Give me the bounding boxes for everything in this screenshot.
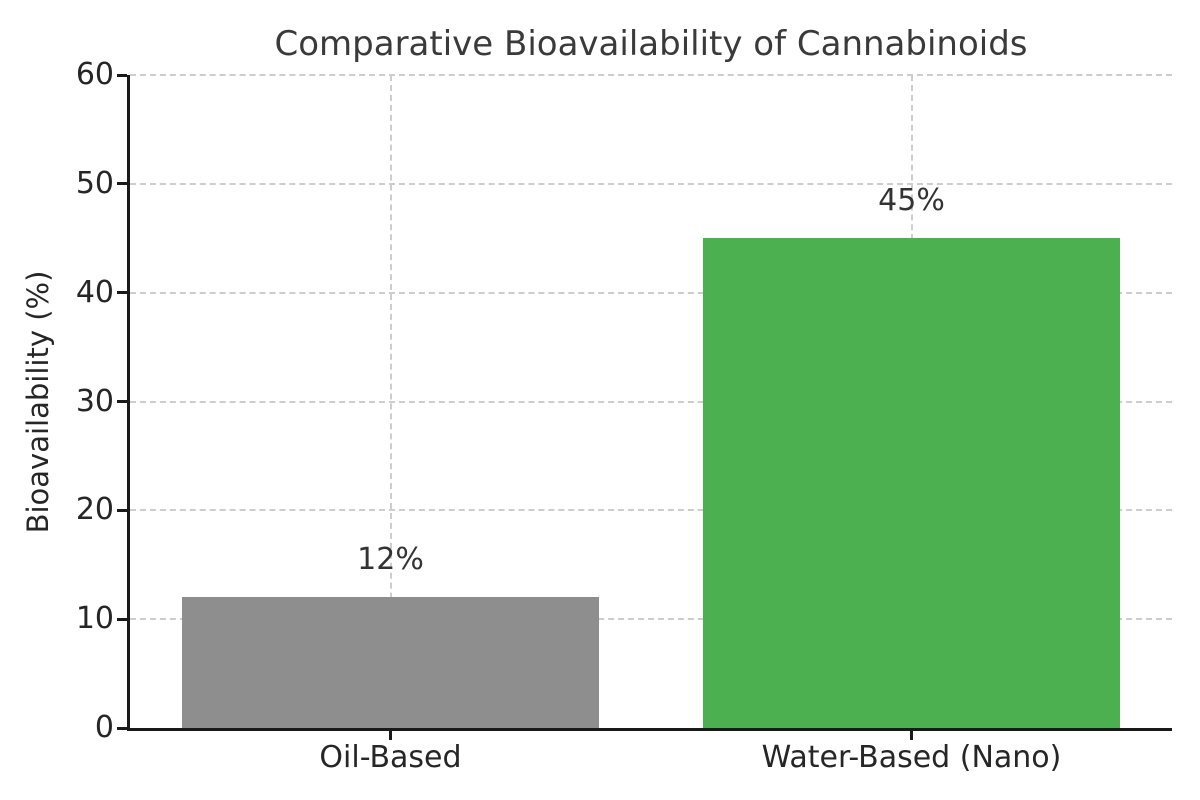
y-tick-label: 40 <box>75 274 114 310</box>
plot-area: 12% 45% <box>130 74 1172 728</box>
x-axis-tick <box>910 731 913 740</box>
horizontal-gridline <box>130 509 1172 512</box>
y-axis-tick <box>117 726 127 730</box>
x-axis-spine <box>127 728 1172 731</box>
y-axis-tick <box>117 508 127 512</box>
y-tick-label: 0 <box>94 710 114 745</box>
y-axis-tick <box>117 182 127 186</box>
y-tick-label: 20 <box>75 492 114 528</box>
y-tick-label: 60 <box>75 57 114 92</box>
bar-value-label: 45% <box>878 183 945 219</box>
horizontal-gridline <box>130 400 1172 403</box>
chart-title: Comparative Bioavailability of Cannabino… <box>274 24 1028 64</box>
horizontal-gridline <box>130 74 1172 76</box>
horizontal-gridline <box>130 618 1172 621</box>
x-tick-label: Oil-Based <box>319 740 462 775</box>
x-axis-tick <box>389 731 392 740</box>
horizontal-gridline <box>130 182 1172 185</box>
vertical-gridline <box>389 75 392 728</box>
horizontal-gridline <box>130 291 1172 294</box>
bar-water-based-nano- <box>703 238 1120 728</box>
y-tick-label: 50 <box>75 165 114 201</box>
bar-value-label: 12% <box>357 542 424 578</box>
y-axis-tick <box>117 400 127 403</box>
y-tick-label: 30 <box>75 383 114 419</box>
y-axis-tick <box>117 617 127 621</box>
x-tick-label: Water-Based (Nano) <box>761 740 1062 775</box>
y-axis-tick <box>117 73 127 77</box>
y-axis-tick <box>117 291 127 295</box>
y-tick-label: 10 <box>75 601 114 637</box>
bar-oil-based <box>182 597 599 728</box>
y-axis-spine <box>127 75 130 731</box>
